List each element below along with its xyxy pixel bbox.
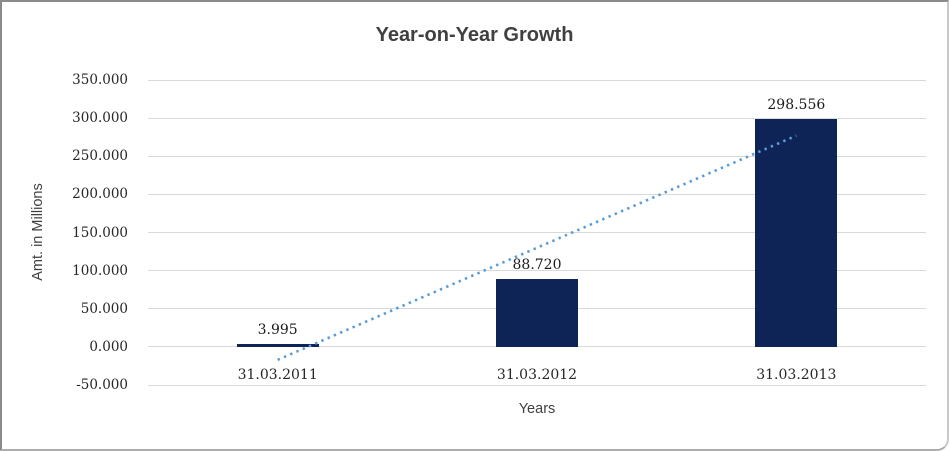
- gridline: [148, 79, 926, 81]
- bar-31.03.2013: [755, 119, 838, 347]
- y-tick-label: 250.000: [72, 148, 128, 165]
- data-label: 88.720: [512, 257, 562, 274]
- gridline: [148, 270, 926, 272]
- bar-31.03.2012: [496, 279, 578, 347]
- gridline: [148, 346, 926, 348]
- y-tick-label: 150.000: [72, 224, 128, 241]
- gridline: [148, 384, 926, 386]
- x-category-label: 31.03.2011: [237, 366, 318, 383]
- plot-area: [148, 79, 926, 386]
- y-tick-label: 50.000: [80, 300, 128, 317]
- y-tick-label: -50.000: [76, 377, 128, 393]
- x-category-label: 31.03.2012: [496, 366, 578, 383]
- x-category-label: 31.03.2013: [756, 366, 837, 383]
- y-tick-label: 0.000: [89, 338, 128, 355]
- gridline: [148, 193, 926, 195]
- bar-31.03.2011: [236, 343, 319, 347]
- y-tick-label: 300.000: [72, 110, 128, 127]
- gridline: [148, 232, 926, 233]
- trendline: [277, 134, 797, 362]
- y-tick-label: 100.000: [72, 262, 128, 279]
- y-tick-label: 200.000: [72, 186, 128, 203]
- gridline: [148, 117, 926, 119]
- x-axis-title: Years: [518, 401, 556, 417]
- chart-title: Year-on-Year Growth: [375, 24, 574, 46]
- gridline: [148, 155, 926, 157]
- data-label: 298.556: [767, 97, 826, 114]
- y-tick-label: 350.000: [72, 72, 128, 88]
- data-label: 3.995: [257, 321, 298, 338]
- trendline-segment: [277, 134, 797, 362]
